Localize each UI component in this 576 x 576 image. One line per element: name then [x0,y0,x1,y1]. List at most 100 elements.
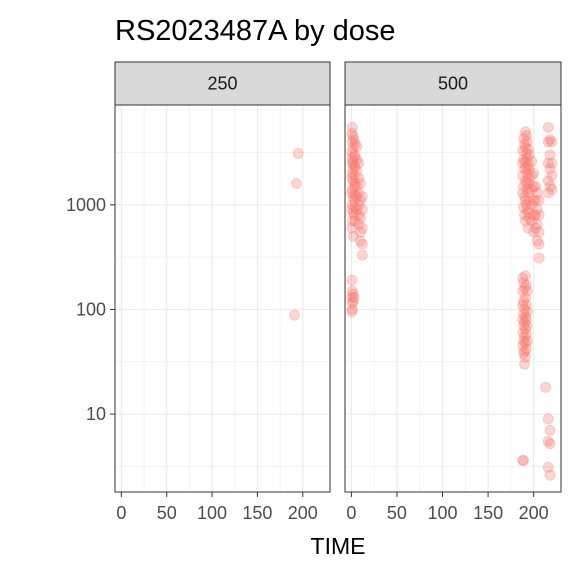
data-point [526,215,538,227]
data-point [528,226,540,238]
data-point [517,285,529,297]
data-point [521,204,533,216]
data-point [346,199,358,211]
data-point [523,195,535,207]
data-point [518,347,530,359]
x-axis: 0 50 100 150 200 [116,492,318,523]
y-tick-label: 10 [86,404,106,424]
data-point [519,175,531,187]
data-point [521,152,533,164]
data-point [519,311,531,323]
data-point [519,292,531,304]
data-point [519,282,531,294]
data-point [518,133,530,145]
data-point [523,149,535,161]
data-point [544,469,556,481]
data-point [348,159,360,171]
data-point [518,455,530,467]
panel-250: 250 0 50 100 150 200 [114,61,331,523]
data-point [519,323,531,335]
data-point [519,138,531,150]
data-point [528,209,540,221]
data-point [542,121,554,133]
data-point [346,215,358,227]
data-point [519,317,531,329]
data-point [353,209,365,221]
data-point [348,180,360,192]
data-point [517,455,529,467]
data-point [346,136,358,148]
data-point [353,172,365,184]
facet-strip-label: 500 [438,74,468,94]
data-point [346,297,358,309]
data-point [346,146,358,158]
data-point [517,299,529,311]
data-point [356,191,368,203]
data-points [346,121,558,481]
data-point [519,126,531,138]
facet-strip-label: 250 [207,74,237,94]
data-point [347,295,359,307]
x-tick-label: 0 [116,503,126,523]
data-point [521,320,533,332]
data-point [523,163,535,175]
data-point [526,199,538,211]
data-point [349,177,361,189]
facet-panels: 250 0 50 100 150 200 500 0 50 100 150 200 [114,61,562,523]
data-point [346,167,358,179]
chart-title: RS2023487A by dose [115,15,396,47]
panel-border [344,104,562,493]
data-point [531,235,543,247]
data-point [346,172,358,184]
x-tick-label: 150 [473,503,503,523]
data-point [531,187,543,199]
data-point [347,288,359,300]
data-point [533,238,545,250]
data-point [526,155,538,167]
data-point [518,201,530,213]
data-point [528,167,540,179]
x-axis: 0 50 100 150 200 [346,492,549,523]
data-point [347,206,359,218]
data-point [523,177,535,189]
data-point [526,184,538,196]
data-point [347,163,359,175]
data-point [544,149,556,161]
data-point [349,138,361,150]
data-point [533,252,545,264]
data-point [356,204,368,216]
data-point [519,155,531,167]
data-point [351,165,363,177]
data-point [348,209,360,221]
data-point [354,177,366,189]
data-point [519,270,531,282]
data-point [353,218,365,230]
data-point [348,292,360,304]
data-point [522,159,534,171]
x-tick-label: 50 [157,503,177,523]
data-point [356,238,368,250]
data-point [290,177,302,189]
panel-500: 500 0 50 100 150 200 [344,61,562,523]
data-point [353,187,365,199]
data-point [347,155,359,167]
data-point [346,184,358,196]
data-point [528,180,540,192]
data-point [520,299,532,311]
data-point [529,180,541,192]
data-point [353,199,365,211]
data-point [292,147,304,159]
data-point [346,152,358,164]
data-point [346,204,358,216]
data-point [546,170,558,182]
data-point [346,274,358,286]
data-point [529,209,541,221]
gridlines [115,105,330,492]
y-tick-label: 100 [76,299,106,319]
data-point [520,199,532,211]
data-point [546,157,558,169]
data-point [349,189,361,201]
panel-border [114,104,331,493]
data-point [354,212,366,224]
